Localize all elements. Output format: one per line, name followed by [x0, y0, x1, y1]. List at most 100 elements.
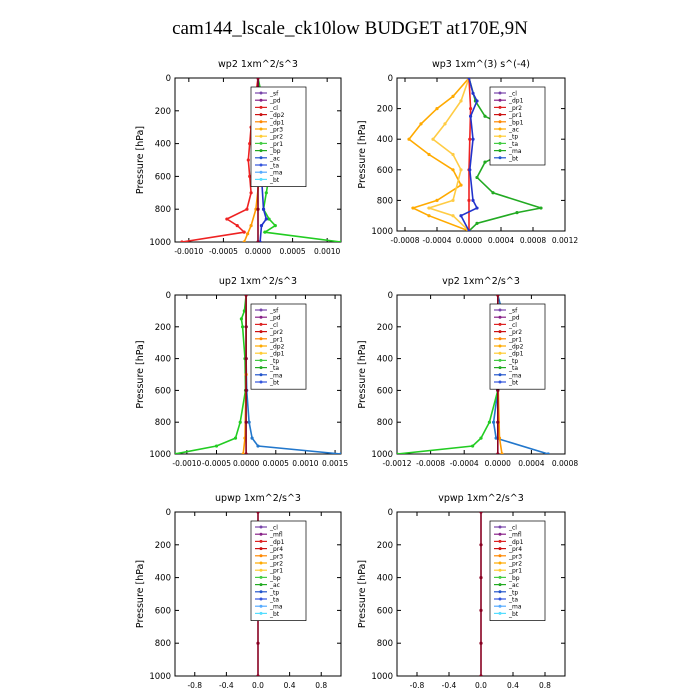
y-axis-label: Pressure [hPa] [357, 120, 368, 188]
legend-label: _bt [269, 177, 280, 184]
legend-label: _ta [269, 163, 279, 170]
legend-label: _mfl [269, 532, 283, 539]
series-point [397, 452, 399, 454]
series-point [443, 122, 447, 126]
series-point [233, 436, 238, 440]
series-point [256, 240, 260, 242]
legend-label: _cl [269, 105, 278, 112]
legend-marker [259, 373, 263, 377]
legend-label: _pd [269, 315, 281, 322]
series-line [175, 295, 247, 454]
series-point [479, 543, 483, 547]
series-point [475, 221, 479, 225]
legend-label: _dp1 [269, 119, 285, 126]
series-point [435, 107, 439, 111]
legend-label: _pr3 [269, 127, 283, 134]
legend-label: _bp [269, 148, 281, 155]
series-point [487, 420, 491, 424]
y-tick-label: 800 [377, 639, 393, 649]
series-point [248, 142, 252, 146]
legend-label: _ma [508, 604, 522, 611]
series-point [451, 152, 455, 157]
legend-marker [259, 583, 263, 587]
series-point [491, 191, 495, 195]
legend-marker [498, 575, 502, 579]
chart-title: wp2 1xm^2/s^3 [218, 59, 298, 70]
x-tick-label: 0.4 [507, 681, 519, 690]
series-group [175, 295, 341, 454]
y-tick-label: 800 [155, 418, 171, 428]
legend-marker [259, 351, 263, 355]
series-point [225, 217, 229, 221]
series-point [267, 217, 271, 221]
legend-marker [498, 611, 502, 615]
y-tick-label: 1000 [149, 450, 171, 460]
y-tick-label: 600 [377, 606, 393, 616]
y-tick-label: 1000 [371, 227, 393, 237]
legend-label: _pr3 [508, 553, 522, 560]
series-point [496, 295, 500, 297]
series-point [419, 122, 423, 126]
series-group [479, 512, 483, 676]
legend-marker [259, 141, 263, 145]
legend-marker [259, 337, 263, 341]
y-tick-label: 200 [155, 541, 171, 551]
legend-label: _pr1 [508, 568, 522, 575]
legend-marker [498, 91, 502, 95]
legend-marker [259, 105, 263, 109]
y-tick-label: 0 [166, 74, 171, 84]
series-point [244, 325, 248, 329]
series-point [214, 444, 219, 448]
series-point [245, 207, 249, 211]
x-tick-label: -0.0004 [423, 236, 452, 245]
x-tick-label: -0.0005 [209, 247, 238, 256]
series-point [244, 452, 248, 454]
legend-marker [498, 604, 502, 608]
legend-marker [498, 337, 502, 341]
legend-label: _pr1 [508, 336, 522, 343]
legend-marker [259, 575, 263, 579]
series-line [426, 78, 470, 231]
series-point [261, 207, 266, 211]
series-point [242, 309, 246, 313]
chart-panel: vp2 1xm^2/s^3 Pressure [hPa] 0 200 400 600 800… [357, 276, 578, 468]
legend-marker [498, 149, 502, 153]
y-tick-label: 400 [155, 355, 171, 365]
legend-marker [259, 330, 263, 334]
series-line [181, 78, 259, 242]
legend-label: _dp2 [508, 344, 524, 351]
series-point [407, 137, 411, 141]
y-tick-label: 1000 [149, 238, 171, 248]
y-tick-label: 0 [166, 508, 171, 518]
legend-marker [498, 547, 502, 551]
legend-marker [259, 525, 263, 529]
x-tick-label: -0.8 [187, 681, 202, 690]
series-group [407, 78, 543, 231]
x-tick-label: 0.0000 [245, 247, 271, 256]
series-line [468, 78, 472, 231]
series-point [180, 240, 184, 242]
series-point [467, 198, 471, 202]
legend-label: _tp [269, 358, 279, 365]
legend-label: _ac [269, 155, 280, 162]
legend-label: _bp1 [508, 119, 524, 126]
series-point [475, 175, 479, 180]
series-point [451, 94, 455, 98]
legend-label: _pr1 [269, 141, 283, 148]
y-tick-label: 800 [155, 205, 171, 215]
x-tick-label: 0.0008 [520, 236, 546, 245]
series-point [411, 206, 415, 210]
series-point [435, 198, 439, 202]
x-tick-label: 0.0000 [456, 236, 482, 245]
plot-frame [174, 294, 342, 455]
series-point [249, 191, 253, 195]
series-point [459, 168, 463, 172]
x-tick-label: 0.0005 [279, 247, 305, 256]
y-tick-label: 200 [155, 107, 171, 117]
series-point [427, 206, 431, 210]
legend-marker [259, 547, 263, 551]
legend-label: _tp [508, 589, 518, 596]
y-tick-label: 800 [377, 418, 393, 428]
legend-marker [498, 539, 502, 543]
